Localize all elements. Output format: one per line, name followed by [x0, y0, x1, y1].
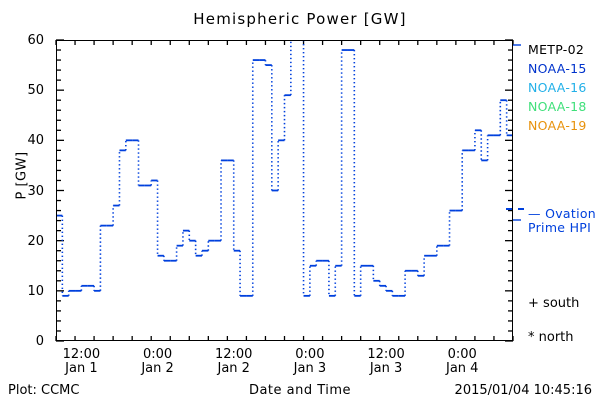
x-tick-1: 0:00 Jan 2	[141, 347, 174, 376]
legend-symbol-south: + south	[528, 296, 579, 311]
y-tick-20: 20	[27, 233, 44, 249]
y-tick-30: 30	[27, 183, 44, 199]
legend-symbol-north: * north	[528, 330, 574, 345]
y-tick-50: 50	[27, 83, 44, 99]
legend-item-noaa-19: NOAA-19	[528, 118, 587, 133]
legend-symbol-south-label: south	[543, 296, 580, 311]
model-legend-line2: Prime HPI	[528, 220, 592, 235]
asterisk-icon: *	[528, 330, 535, 345]
x-tick-5: 0:00 Jan 4	[445, 347, 479, 376]
y-tick-10: 10	[27, 283, 44, 299]
model-legend-line1: — Ovation	[528, 206, 597, 221]
x-tick-3: 0:00 Jan 3	[293, 347, 327, 376]
legend-symbol-north-label: north	[538, 330, 574, 345]
y-tick-40: 40	[27, 133, 44, 149]
legend-item-noaa-16: NOAA-16	[528, 80, 587, 95]
plus-icon: +	[528, 296, 539, 311]
footer-timestamp: 2015/01/04 10:45:16	[454, 383, 592, 398]
x-tick-0: 12:00 Jan 1	[62, 347, 101, 376]
x-tick-4: 12:00 Jan 3	[367, 347, 405, 376]
y-tick-0: 0	[35, 334, 44, 349]
footer-credit: Plot: CCMC	[8, 383, 80, 398]
model-legend: — Ovation Prime HPI	[506, 206, 597, 235]
x-tick-2: 12:00 Jan 2	[214, 347, 253, 376]
plot-area	[56, 40, 513, 341]
legend-item-noaa-15: NOAA-15	[528, 61, 587, 76]
legend-item-metp-02: METP-02	[528, 42, 585, 57]
x-axis-label: Date and Time	[248, 383, 352, 398]
legend-item-noaa-18: NOAA-18	[528, 99, 587, 114]
dashed-line-sample	[506, 208, 524, 210]
page-title: Hemispheric Power [GW]	[193, 10, 407, 28]
y-tick-60: 60	[27, 33, 44, 48]
satellite-legend: METP-02 NOAA-15 NOAA-16 NOAA-18 NOAA-19	[528, 40, 587, 135]
y-tick-labels: 60 50 40 30 20 10 0	[0, 0, 52, 400]
